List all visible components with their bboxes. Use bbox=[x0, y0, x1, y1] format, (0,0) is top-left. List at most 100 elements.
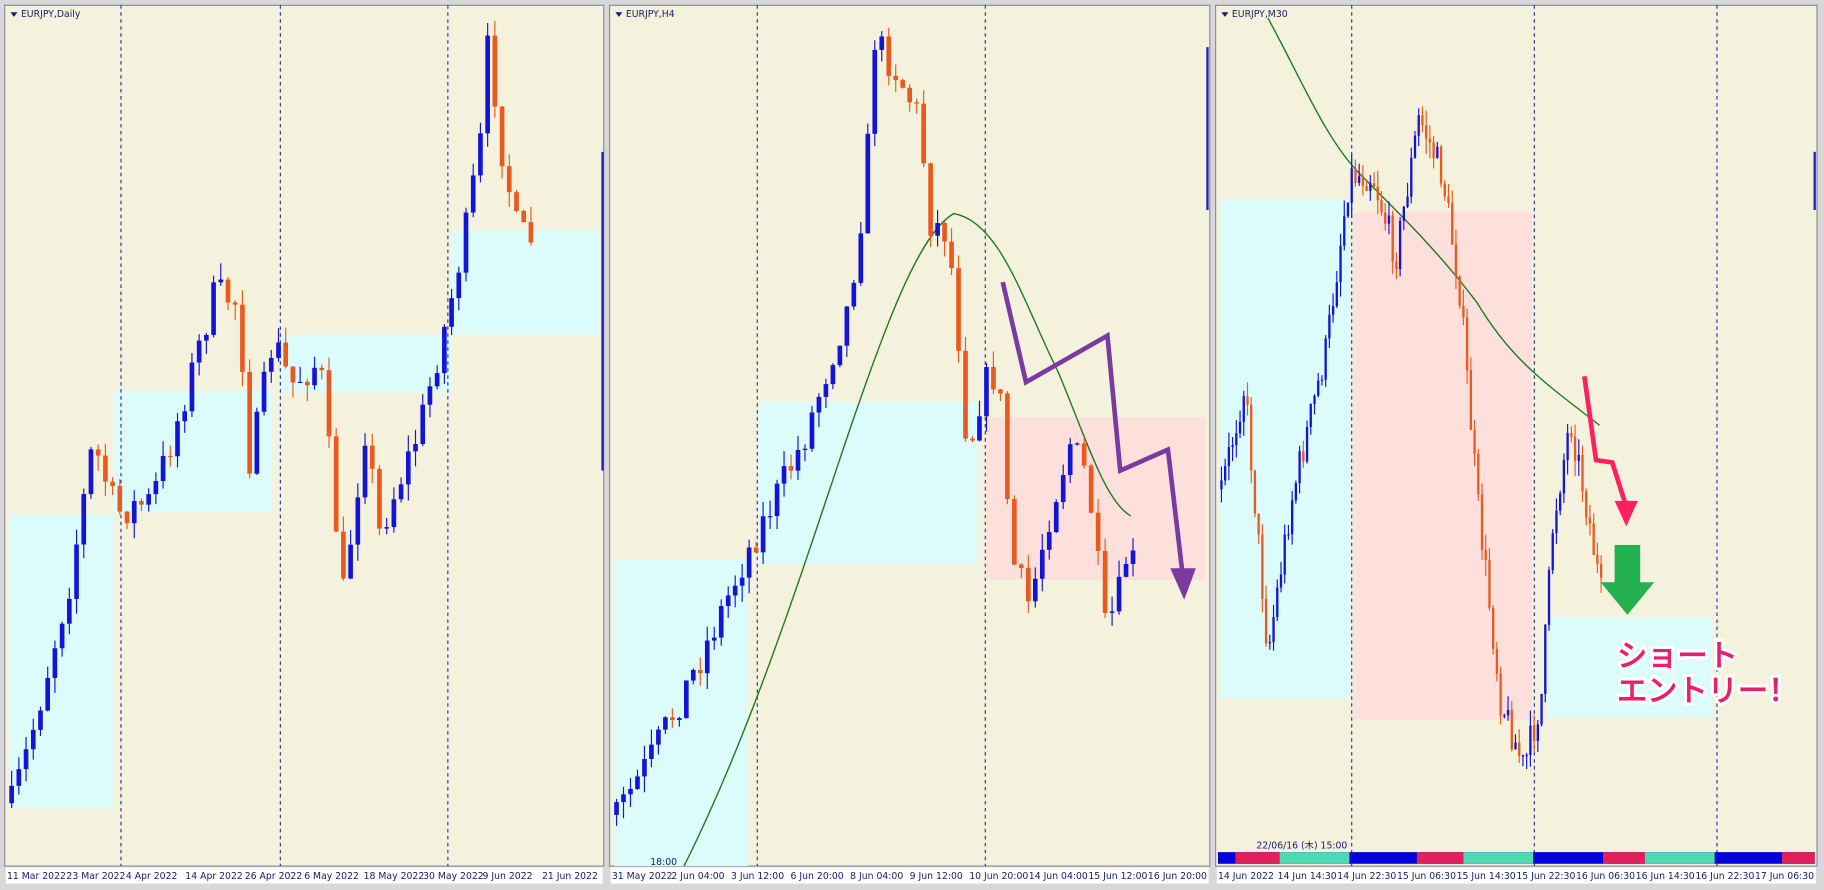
candle bbox=[753, 547, 759, 553]
x-tick-label: 14 Jun 04:00 bbox=[1029, 871, 1088, 882]
candle bbox=[1343, 216, 1346, 246]
candle bbox=[921, 103, 926, 164]
candle bbox=[1130, 550, 1136, 564]
candle bbox=[1551, 532, 1554, 571]
candle bbox=[1503, 715, 1506, 717]
candle bbox=[1540, 693, 1543, 725]
candle bbox=[1012, 499, 1017, 565]
candle bbox=[1585, 491, 1588, 518]
candle bbox=[95, 449, 101, 456]
candle bbox=[377, 468, 382, 529]
candle bbox=[1231, 445, 1234, 448]
candle bbox=[1384, 212, 1387, 224]
candle bbox=[865, 133, 871, 234]
candle bbox=[1331, 306, 1335, 315]
candle bbox=[52, 648, 58, 678]
candle bbox=[1261, 534, 1264, 599]
time-label: 22/06/16 (木) 15:00 bbox=[1256, 840, 1347, 852]
x-tick-label: 26 Apr 2022 bbox=[245, 871, 302, 882]
axis-strip bbox=[1216, 867, 1816, 884]
candle bbox=[442, 326, 447, 374]
candle bbox=[1074, 443, 1080, 445]
x-tick-label: 6 May 2022 bbox=[304, 871, 359, 882]
candle bbox=[1350, 168, 1353, 203]
candle bbox=[1223, 466, 1227, 481]
candle bbox=[1592, 523, 1595, 555]
candle bbox=[449, 298, 454, 327]
candle bbox=[970, 438, 975, 441]
candle bbox=[1506, 709, 1510, 716]
candle bbox=[1417, 115, 1420, 136]
panel-1 bbox=[4, 4, 605, 867]
x-tick-label: 16 Jun 22:30 bbox=[1695, 871, 1754, 882]
candle bbox=[1447, 196, 1450, 203]
candle bbox=[297, 381, 303, 384]
candle bbox=[1357, 176, 1361, 183]
candle bbox=[413, 444, 418, 452]
candle bbox=[1473, 429, 1476, 454]
candle bbox=[1369, 183, 1372, 191]
candle bbox=[1242, 396, 1245, 422]
candle bbox=[1220, 480, 1223, 490]
panel-title: EURJPY,M30 bbox=[1232, 9, 1288, 20]
candle bbox=[802, 448, 808, 450]
candle bbox=[369, 445, 375, 469]
candle bbox=[59, 623, 65, 649]
x-tick-label: 3 Jun 12:00 bbox=[731, 871, 784, 882]
candle bbox=[1562, 460, 1566, 494]
candle bbox=[45, 677, 51, 711]
x-tick-label: 2 Jun 04:00 bbox=[671, 871, 724, 882]
candle bbox=[434, 373, 440, 387]
candle bbox=[732, 585, 738, 596]
time-label: 18:00 bbox=[650, 857, 677, 868]
candle bbox=[1046, 532, 1052, 550]
candle bbox=[844, 306, 850, 346]
candle bbox=[809, 412, 815, 449]
candle bbox=[268, 357, 274, 372]
candle bbox=[1588, 517, 1592, 524]
annotation: エントリー！ bbox=[1617, 674, 1798, 709]
title-marker bbox=[1221, 12, 1229, 17]
candle bbox=[963, 350, 968, 439]
candle bbox=[900, 80, 906, 88]
x-tick-label: 15 Jun 22:30 bbox=[1516, 871, 1575, 882]
candle bbox=[1305, 426, 1309, 462]
candle bbox=[398, 484, 404, 500]
candle bbox=[816, 396, 822, 413]
candle bbox=[886, 36, 892, 76]
candle bbox=[456, 272, 462, 299]
candle bbox=[1339, 245, 1342, 283]
candle bbox=[196, 340, 202, 363]
candle bbox=[1287, 534, 1290, 536]
candle bbox=[1596, 554, 1599, 565]
candle bbox=[1109, 611, 1115, 613]
candle bbox=[1067, 444, 1073, 476]
candle bbox=[463, 212, 469, 273]
candle bbox=[1238, 421, 1242, 434]
candle bbox=[1309, 404, 1312, 427]
candle bbox=[38, 710, 43, 730]
candle bbox=[384, 527, 389, 529]
x-tick-label: 14 Apr 2022 bbox=[185, 871, 242, 882]
x-tick-label: 8 Jun 04:00 bbox=[850, 871, 903, 882]
candle bbox=[276, 342, 281, 358]
candle bbox=[30, 729, 36, 750]
candle bbox=[1484, 549, 1487, 561]
candle bbox=[1276, 587, 1279, 618]
x-tick-label: 6 Jun 20:00 bbox=[791, 871, 844, 882]
candle bbox=[211, 282, 216, 335]
x-tick-label: 14 Jun 22:30 bbox=[1337, 871, 1396, 882]
annotation: ショート bbox=[1617, 639, 1738, 674]
candle bbox=[1465, 317, 1469, 371]
candle bbox=[1462, 305, 1465, 318]
candle bbox=[767, 516, 773, 518]
candle bbox=[67, 598, 72, 624]
candle bbox=[1026, 567, 1031, 602]
candle bbox=[1458, 276, 1461, 306]
candle bbox=[1253, 470, 1257, 514]
candle bbox=[1510, 709, 1513, 750]
candle bbox=[319, 367, 325, 371]
x-tick-label: 14 Jun 2022 bbox=[1218, 871, 1274, 882]
candle bbox=[1246, 396, 1249, 405]
x-tick-label: 11 Mar 2022 bbox=[7, 871, 66, 882]
